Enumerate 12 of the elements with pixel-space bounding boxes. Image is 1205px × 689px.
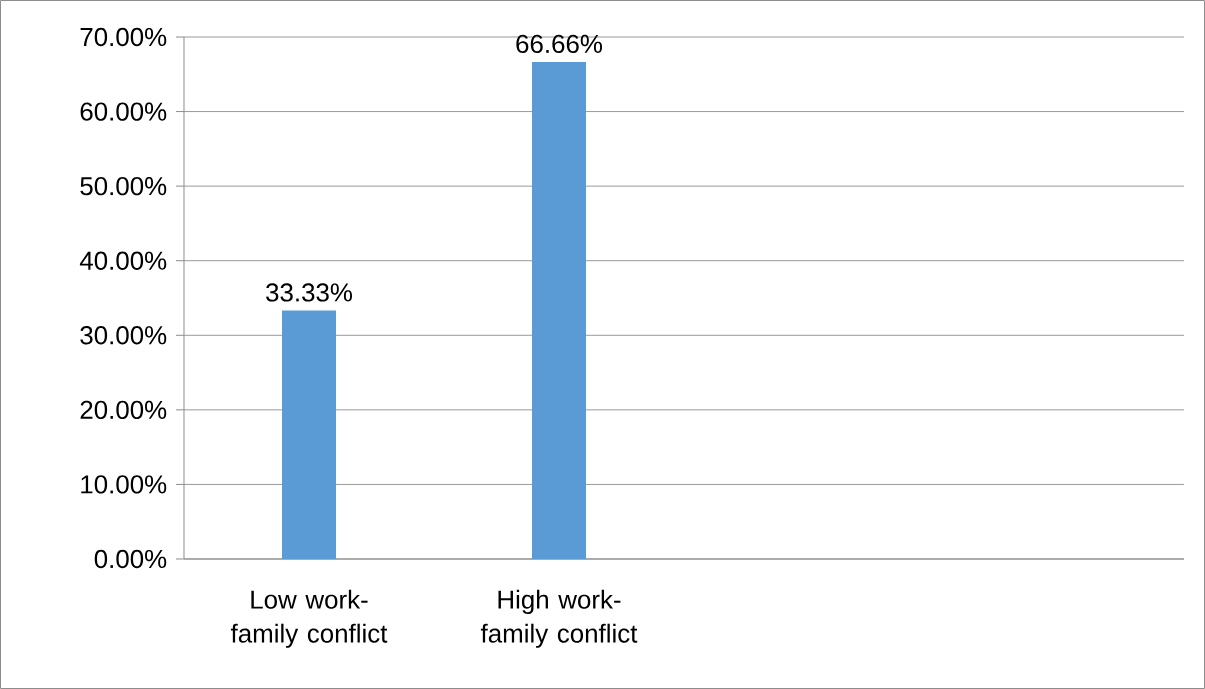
y-tick-label: 30.00% — [80, 326, 167, 345]
y-tick-label: 0.00% — [94, 549, 167, 569]
y-tick-label: 10.00% — [81, 475, 167, 494]
y-tick-label: 70.00% — [80, 27, 167, 47]
y-tick-label: 60.00% — [80, 102, 167, 121]
x-tick-label: Low work-family conflict — [230, 589, 388, 648]
data-label: 33.33% — [266, 283, 352, 302]
y-tick-label: 50.00% — [80, 176, 167, 196]
x-tick-label: High work-family conflict — [480, 589, 638, 648]
y-tick-label: 20.00% — [80, 400, 167, 420]
y-tick-label: 40.00% — [79, 251, 167, 270]
data-label: 66.66% — [516, 34, 602, 54]
